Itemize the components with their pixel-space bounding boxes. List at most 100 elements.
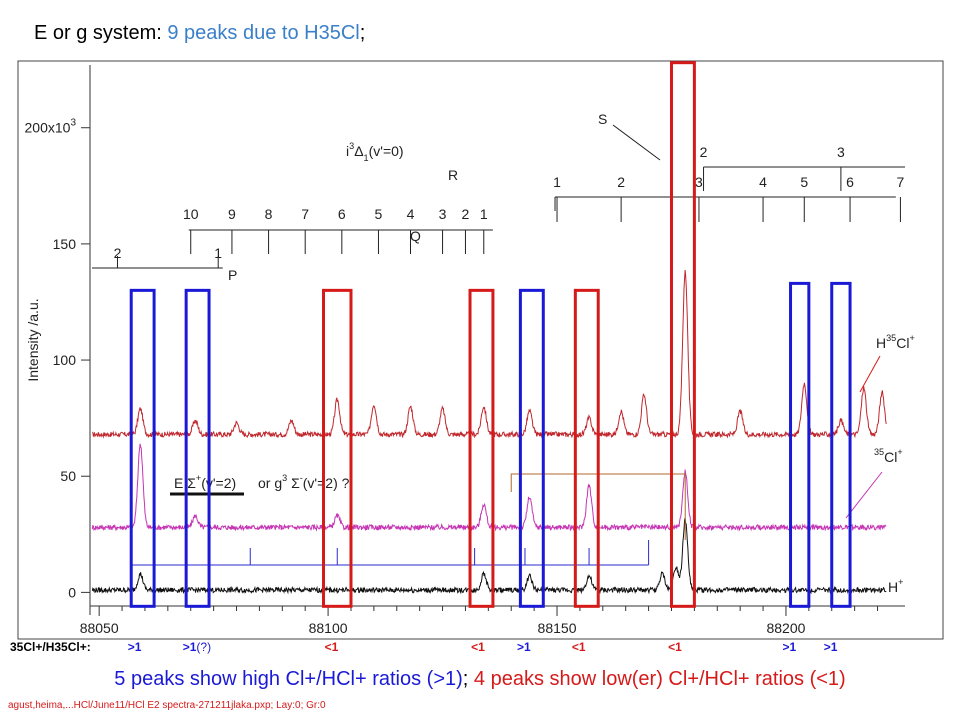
- g-state-label-part: Σ: [287, 475, 300, 491]
- q-branch-label: 9: [228, 206, 236, 222]
- branch-q-label: Q: [410, 228, 421, 244]
- g-state-label: or g3 Σ-(v'=2) ?: [258, 473, 350, 491]
- ratio-value: <1: [668, 640, 682, 654]
- ratio-value-text: >1: [127, 640, 142, 654]
- ratio-row: 35Cl+/H35Cl+: >1 >1(?) <1 <1 >1 <1 <1 >1 >1: [0, 640, 960, 660]
- g-state-label-part: or g: [258, 475, 282, 491]
- q-branch-label: 4: [407, 206, 415, 222]
- g-state-label-part: -: [300, 473, 303, 483]
- x-tick-label: 88100: [309, 620, 348, 636]
- state-label-part: 1: [364, 153, 369, 163]
- state-label-part: i: [346, 143, 349, 159]
- x-tick-label: 88050: [80, 620, 119, 636]
- ratio-value: <1: [471, 640, 485, 654]
- footer-source: agust,heima,...HCl/June11/HCl E2 spectra…: [8, 700, 326, 711]
- ratio-value: >1(?): [183, 640, 211, 654]
- summary-separator: ;: [462, 668, 474, 690]
- ratio-value-text: >1: [516, 640, 531, 654]
- branch-r-label: R: [448, 167, 458, 183]
- series-line-35cl-: [91, 443, 887, 532]
- branch-p-label: P: [228, 267, 237, 283]
- ratio-value-text: >1: [823, 640, 838, 654]
- plot-frame: [17, 60, 944, 640]
- y-tick-label: 0: [68, 584, 76, 600]
- e-state-label-part: E: [174, 475, 183, 491]
- ratio-value: >1: [128, 640, 142, 654]
- state-label-part: 3: [349, 141, 354, 151]
- ratio-note: (?): [196, 640, 212, 654]
- r-branch-label: 4: [759, 174, 767, 190]
- species-label-cl35-part: 35: [874, 447, 884, 457]
- p-branch-label: 2: [114, 245, 122, 261]
- x-tick-label: 88200: [766, 620, 805, 636]
- y-tick-exponent: 3: [70, 118, 76, 129]
- e-state-label-part: (v'=2): [201, 475, 236, 491]
- state-label-part: (v'=0): [369, 143, 404, 159]
- highlight-box-red: [468, 288, 495, 608]
- branch-s-label-part: S: [598, 111, 607, 127]
- branch-p-label-part: P: [228, 267, 237, 283]
- ratio-label: 35Cl+/H35Cl+:: [10, 640, 91, 654]
- title-prefix: E or g system:: [34, 22, 168, 44]
- summary-blue: 5 peaks show high Cl+/HCl+ ratios (>1): [114, 668, 463, 690]
- state-label: i3Δ1(v'=0): [346, 141, 404, 163]
- species-label-hplus-part: H: [888, 579, 898, 595]
- highlight-box-red: [573, 288, 600, 608]
- highlight-box-blue: [129, 288, 156, 608]
- highlight-box-red: [669, 61, 696, 608]
- state-label-part: Δ: [354, 143, 363, 159]
- ratio-value: >1: [783, 640, 797, 654]
- ratio-value: >1: [517, 640, 531, 654]
- g-state-label-part: 3: [282, 473, 287, 483]
- species-label-h35cl-part: H: [876, 335, 886, 351]
- ratio-value: >1: [824, 640, 838, 654]
- species-label-hplus-part: +: [898, 577, 903, 587]
- summary-red: 4 peaks show low(er) Cl+/HCl+ ratios (<1…: [473, 668, 846, 690]
- y-tick-label: 150: [53, 236, 77, 252]
- q-branch-label: 7: [301, 206, 309, 222]
- species-label-h35cl-part: Cl: [896, 335, 909, 351]
- species-label-h35cl: H35Cl+: [876, 333, 915, 351]
- q-branch-label: 10: [183, 206, 199, 222]
- g-state-label-part: (v'=2) ?: [303, 475, 350, 491]
- species-label-h35cl-part: +: [909, 333, 914, 343]
- q-branch-label: 2: [462, 206, 470, 222]
- series-line-h-: [91, 517, 887, 595]
- ratio-value-text: <1: [324, 640, 339, 654]
- highlight-box-blue: [184, 288, 211, 608]
- title-highlight: 9 peaks due to H35Cl: [167, 22, 360, 44]
- slide-title: E or g system: 9 peaks due to H35Cl;: [34, 22, 365, 45]
- branch-r-label-part: R: [448, 167, 458, 183]
- species-label-cl35-part: Cl: [884, 449, 897, 465]
- highlight-box-blue: [789, 281, 811, 608]
- h35cl-arrow: [859, 355, 881, 393]
- highlight-box-blue: [518, 288, 545, 608]
- q-branch-label: 8: [265, 206, 273, 222]
- e-state-label: E Σ+(v'=2): [174, 473, 236, 491]
- title-suffix: ;: [359, 22, 366, 44]
- branch-s-label: S: [598, 111, 607, 127]
- p-branch-label: 1: [214, 245, 222, 261]
- r-branch-label: 6: [846, 174, 854, 190]
- y-tick-label: 100: [53, 352, 77, 368]
- cl35-arrow: [845, 471, 883, 519]
- ratio-value-text: >1: [182, 640, 197, 654]
- r-branch-top-label: 3: [837, 144, 845, 160]
- y-axis-label: Intensity /a.u.: [25, 298, 41, 381]
- species-label-hplus: H+: [888, 577, 903, 595]
- species-label-cl35: 35Cl+: [874, 447, 903, 465]
- species-label-h35cl-part: 35: [886, 333, 896, 343]
- r-branch-top-label: 2: [700, 144, 708, 160]
- branch-q-label-part: Q: [410, 228, 421, 244]
- x-tick-label: 88150: [538, 620, 577, 636]
- y-tick-label: 200x103: [25, 118, 77, 136]
- ratio-value-text: <1: [668, 640, 682, 654]
- q-branch-label: 3: [439, 206, 447, 222]
- ratio-value-text: >1: [782, 640, 797, 654]
- s-branch-leader: [612, 124, 661, 161]
- r-branch-label: 5: [800, 174, 808, 190]
- series-line-h35cl-: [92, 269, 887, 439]
- summary-text: 5 peaks show high Cl+/HCl+ ratios (>1); …: [0, 668, 960, 691]
- r-branch-label: 7: [897, 174, 905, 190]
- species-label-cl35-part: +: [897, 447, 902, 457]
